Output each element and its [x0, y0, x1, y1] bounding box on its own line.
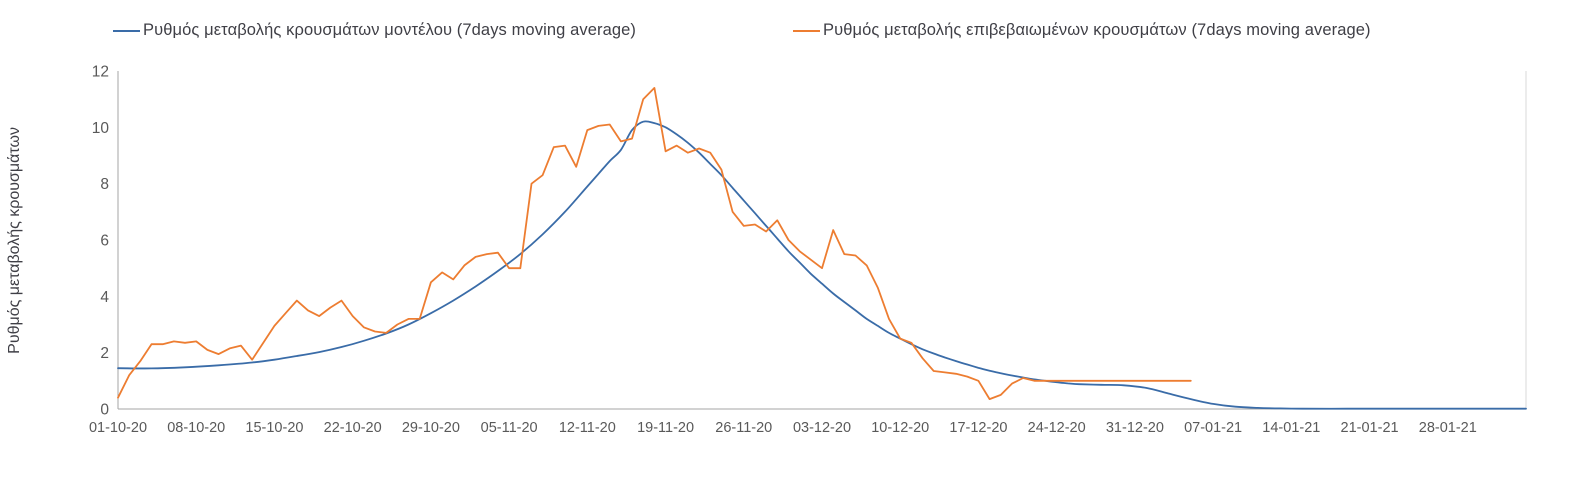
series-line-1	[117, 87, 1192, 400]
y-tick-label: 12	[92, 64, 109, 81]
x-tick-label: 15-10-20	[245, 420, 303, 436]
x-tick-label: 22-10-20	[324, 420, 382, 436]
y-tick-label: 0	[100, 402, 109, 419]
x-tick-label: 01-10-20	[89, 420, 147, 436]
x-tick-label: 05-11-20	[481, 420, 538, 436]
x-tick-label: 31-12-20	[1106, 420, 1164, 436]
x-tick-label: 03-12-20	[793, 420, 851, 436]
legend-item-model: Ρυθμός μεταβολής κρουσμάτων μοντέλου (7d…	[113, 21, 636, 40]
x-tick-label: 29-10-20	[402, 420, 460, 436]
x-tick-label: 12-11-20	[559, 420, 616, 436]
y-tick-label: 2	[100, 345, 109, 362]
series-line-0	[117, 120, 1527, 410]
y-tick-label: 10	[92, 120, 110, 137]
legend-line-swatch-confirmed	[793, 29, 820, 32]
y-tick-label: 8	[100, 176, 109, 193]
legend-item-confirmed: Ρυθμός μεταβολής επιβεβαιωμένων κρουσμάτ…	[793, 21, 1371, 40]
x-tick-label: 24-12-20	[1028, 420, 1086, 436]
x-tick-label: 14-01-21	[1262, 420, 1320, 436]
x-tick-label: 26-11-20	[715, 420, 772, 436]
legend-label-model: Ρυθμός μεταβολής κρουσμάτων μοντέλου (7d…	[143, 21, 636, 39]
x-tick-label: 07-01-21	[1184, 420, 1242, 436]
x-tick-label: 21-01-21	[1341, 420, 1399, 436]
x-tick-label: 17-12-20	[949, 420, 1007, 436]
y-tick-label: 4	[100, 289, 109, 306]
chart-legend: Ρυθμός μεταβολής κρουσμάτων μοντέλου (7d…	[0, 0, 1579, 46]
legend-line-swatch-model	[113, 29, 140, 32]
x-tick-label: 19-11-20	[637, 420, 694, 436]
legend-label-confirmed: Ρυθμός μεταβολής επιβεβαιωμένων κρουσμάτ…	[823, 21, 1371, 39]
x-tick-label: 28-01-21	[1419, 420, 1477, 436]
y-tick-label: 6	[100, 233, 109, 250]
x-tick-label: 08-10-20	[167, 420, 225, 436]
x-tick-label: 10-12-20	[871, 420, 929, 436]
